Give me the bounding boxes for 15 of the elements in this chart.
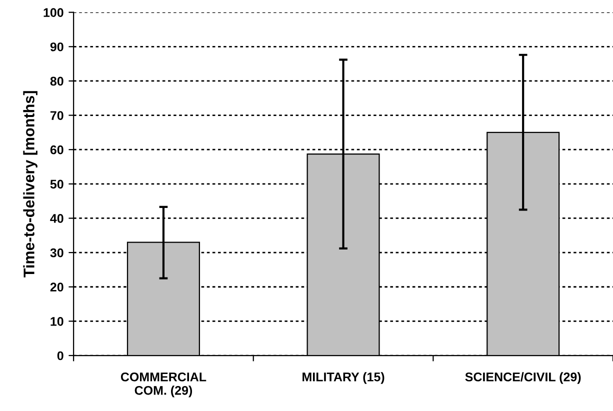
y-tick-label: 100 xyxy=(44,8,64,17)
y-axis-title: Time-to-delivery [months] xyxy=(23,91,38,278)
x-tick-label: COMMERCIAL COM. (29) xyxy=(120,372,206,398)
x-tick-label: SCIENCE/CIVIL (29) xyxy=(465,372,581,384)
y-tick-label: 90 xyxy=(50,42,64,52)
y-tick-label: 30 xyxy=(50,248,64,258)
y-tick-label: 0 xyxy=(57,351,64,360)
x-tick-label: MILITARY (15) xyxy=(302,372,384,384)
y-tick-label: 50 xyxy=(50,180,64,189)
y-tick-label: 80 xyxy=(50,76,64,86)
y-tick-label: 20 xyxy=(50,282,64,292)
y-tick-label: 10 xyxy=(50,316,64,326)
y-tick-label: 70 xyxy=(50,111,64,120)
y-tick-label: 60 xyxy=(50,145,64,154)
y-tick-label: 40 xyxy=(50,214,64,223)
